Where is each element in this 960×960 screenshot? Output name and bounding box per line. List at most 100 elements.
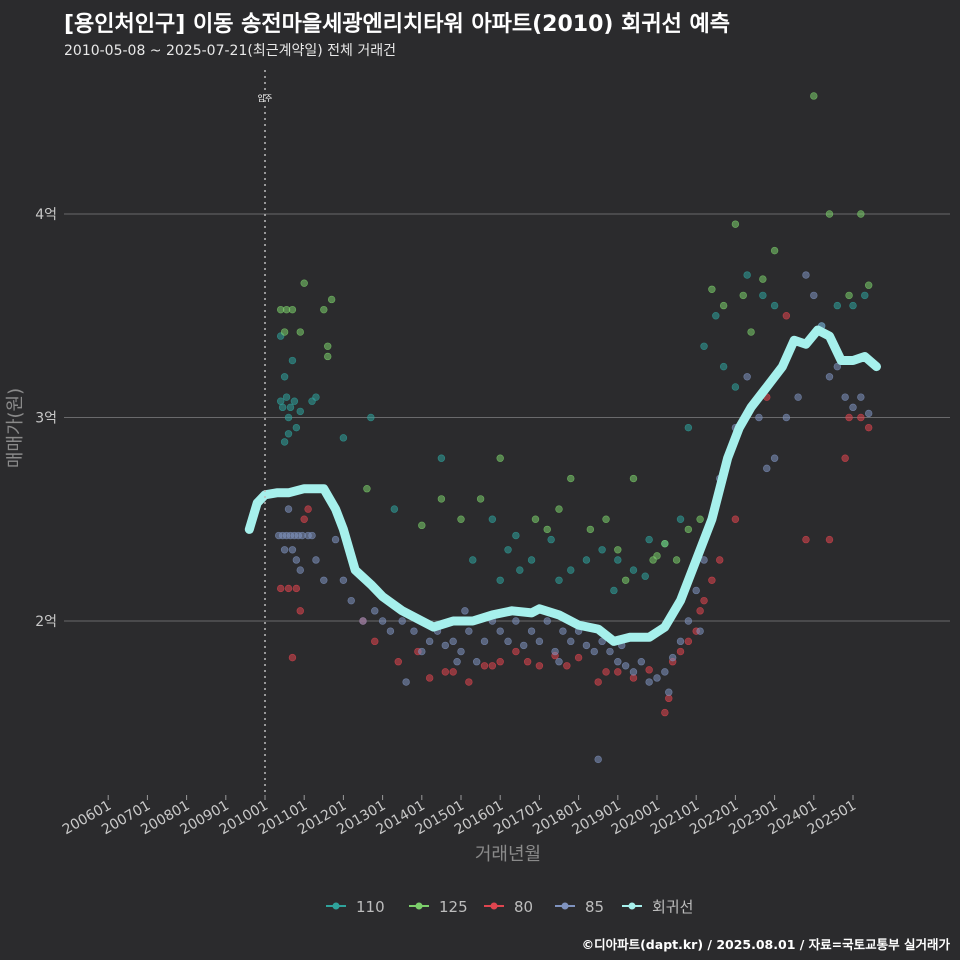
- data-point-85: [418, 647, 426, 656]
- data-point-85: [743, 373, 751, 381]
- data-point-85: [645, 678, 653, 686]
- data-point-80: [857, 413, 865, 422]
- data-point-85: [864, 409, 873, 418]
- data-point-110: [849, 301, 857, 310]
- legend-marker-110: [332, 902, 340, 910]
- data-point-85: [378, 617, 387, 625]
- data-point-85: [665, 688, 673, 696]
- data-point-80: [645, 666, 653, 674]
- legend-marker-회귀선: [628, 902, 636, 910]
- data-point-85: [755, 413, 763, 422]
- data-point-125: [437, 495, 446, 503]
- data-point-80: [602, 668, 610, 676]
- data-point-80: [276, 584, 285, 593]
- data-point-110: [731, 383, 740, 391]
- data-point-80: [661, 708, 669, 717]
- data-point-80: [614, 668, 622, 676]
- y-tick-label: 4억: [35, 207, 57, 223]
- data-point-85: [637, 657, 646, 666]
- data-point-110: [516, 566, 524, 574]
- data-point-80: [496, 657, 504, 666]
- data-point-125: [296, 328, 304, 336]
- data-point-125: [672, 556, 681, 564]
- data-point-110: [496, 576, 504, 584]
- data-point-80: [512, 647, 520, 656]
- data-point-85: [825, 373, 834, 381]
- data-point-80: [465, 678, 473, 686]
- data-point-110: [861, 291, 869, 300]
- data-point-110: [770, 301, 779, 310]
- data-point-125: [496, 454, 504, 462]
- data-point-80: [684, 637, 693, 646]
- data-point-85: [696, 627, 704, 635]
- data-point-85: [308, 531, 316, 540]
- data-point-85: [551, 647, 559, 656]
- data-point-125: [864, 281, 873, 289]
- data-point-85: [567, 637, 575, 646]
- data-point-110: [512, 531, 520, 540]
- data-point-110: [367, 413, 375, 422]
- data-point-85: [386, 627, 395, 635]
- data-point-110: [527, 556, 536, 564]
- data-point-110: [278, 403, 287, 412]
- data-point-110: [547, 535, 555, 544]
- data-point-85: [543, 617, 551, 625]
- data-point-110: [339, 434, 348, 442]
- data-point-110: [469, 556, 477, 564]
- data-point-125: [629, 474, 638, 483]
- credit-text: ©디아파트(dapt.kr) / 2025.08.01 / 자료=국토교통부 실…: [581, 937, 950, 952]
- data-point-125: [324, 342, 332, 350]
- data-point-80: [696, 607, 704, 615]
- data-point-85: [457, 647, 465, 656]
- data-point-80: [480, 662, 489, 670]
- data-point-85: [782, 413, 791, 422]
- data-point-125: [770, 246, 779, 255]
- data-point-80: [425, 674, 434, 682]
- data-point-125: [324, 352, 332, 361]
- data-point-110: [488, 515, 497, 523]
- grid-lines: [64, 213, 950, 622]
- data-point-110: [286, 403, 295, 412]
- chart-title: [용인처인구] 이동 송전마을세광엔리치타워 아파트(2010) 회귀선 예측: [64, 12, 730, 37]
- data-point-110: [598, 546, 606, 554]
- data-point-110: [629, 566, 638, 574]
- data-point-125: [810, 92, 818, 100]
- data-point-85: [614, 657, 622, 666]
- data-point-85: [284, 505, 293, 513]
- data-point-85: [288, 546, 297, 554]
- legend-label-125: 125: [439, 898, 468, 916]
- data-point-80: [535, 662, 544, 670]
- data-point-110: [614, 556, 622, 564]
- data-point-125: [759, 275, 767, 283]
- data-point-85: [402, 678, 410, 686]
- data-point-85: [661, 668, 669, 676]
- data-point-110: [284, 430, 293, 438]
- regression-path: [244, 325, 881, 646]
- data-point-85: [292, 556, 301, 564]
- data-point-85: [359, 617, 367, 625]
- data-point-85: [347, 596, 355, 605]
- legend-marker-125: [415, 902, 423, 910]
- data-point-80: [782, 312, 791, 320]
- data-point-85: [810, 291, 818, 300]
- data-point-125: [280, 328, 289, 336]
- data-point-85: [555, 657, 563, 666]
- data-point-85: [331, 535, 340, 544]
- data-point-85: [629, 668, 638, 676]
- data-point-80: [284, 584, 293, 593]
- data-point-85: [371, 607, 379, 615]
- data-point-125: [457, 515, 465, 523]
- data-point-125: [602, 515, 610, 523]
- data-point-110: [684, 423, 693, 432]
- data-point-125: [719, 301, 728, 310]
- data-point-125: [543, 525, 551, 534]
- data-point-85: [653, 674, 661, 682]
- data-point-85: [453, 657, 461, 666]
- data-point-85: [770, 454, 779, 462]
- data-point-85: [802, 271, 810, 279]
- data-point-125: [555, 505, 563, 513]
- data-point-85: [668, 653, 677, 662]
- data-point-80: [441, 668, 450, 676]
- data-point-85: [559, 627, 567, 635]
